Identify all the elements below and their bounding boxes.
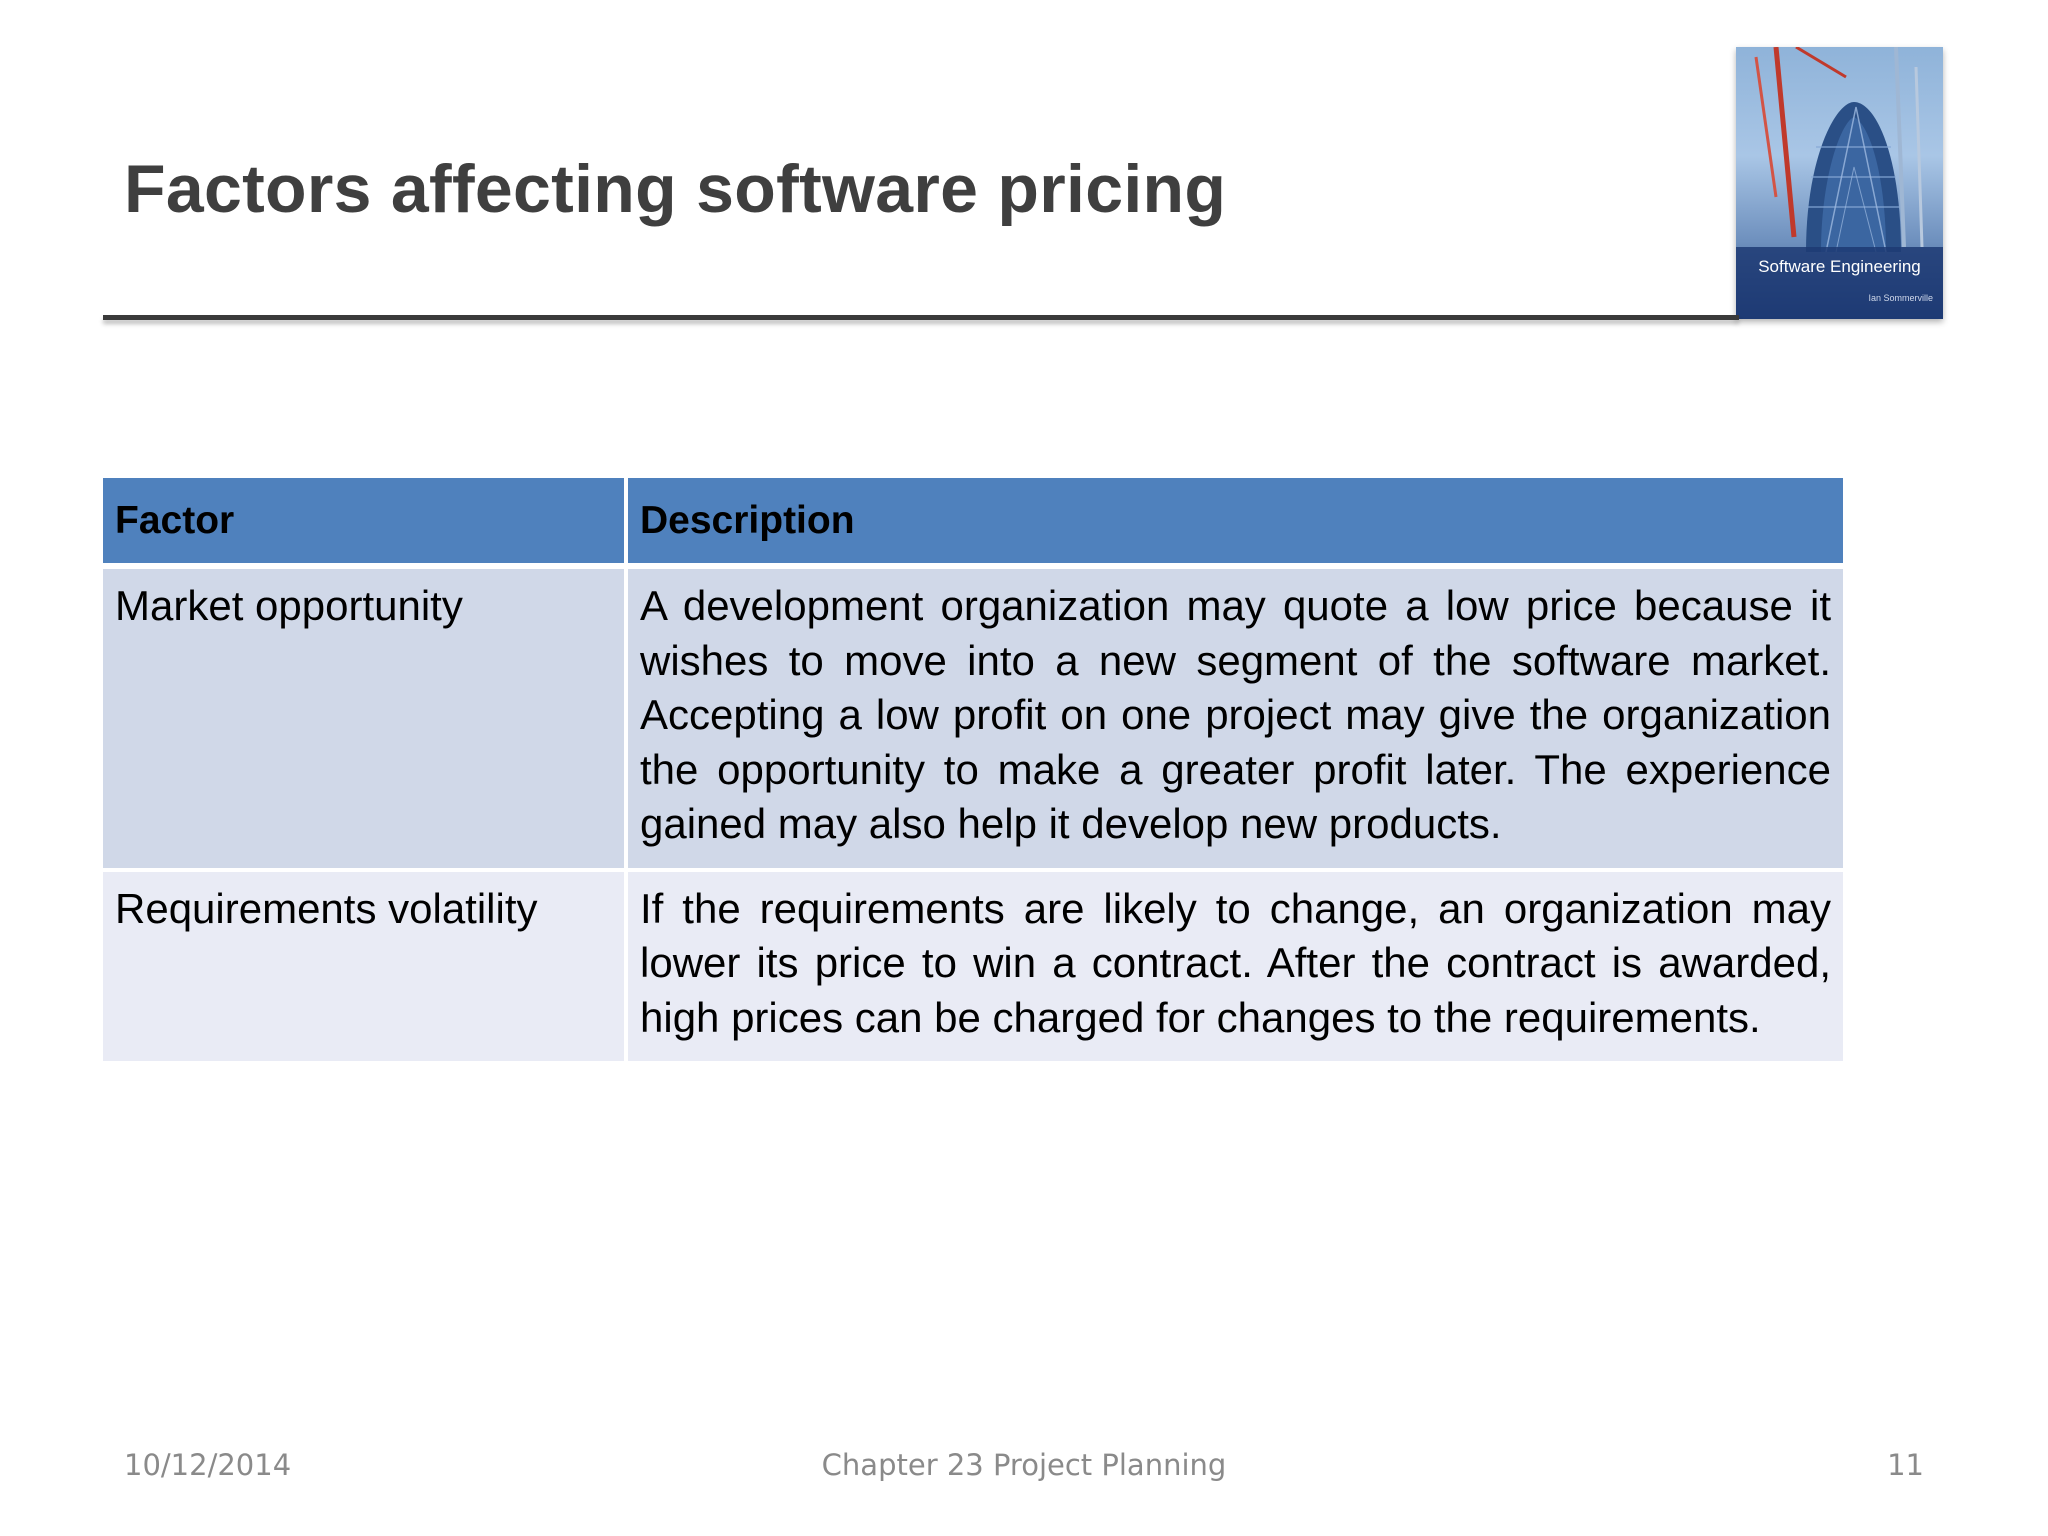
table-row: Requirements volatility If the requireme… [103,869,1843,1061]
book-cover-author: Ian Sommerville [1868,293,1933,303]
factor-cell: Market opportunity [103,566,626,872]
book-cover-title: Software Engineering [1758,257,1921,276]
table-row: Market opportunity A development organiz… [103,566,1843,872]
pricing-factors-table: Factor Description Market opportunity A … [103,478,1843,1061]
slide-title: Factors affecting software pricing [124,151,1227,227]
header-description: Description [624,478,1843,569]
footer-chapter: Chapter 23 Project Planning [821,1448,1227,1482]
footer-page-number: 11 [1887,1448,1924,1482]
description-cell: If the requirements are likely to change… [624,869,1843,1061]
book-cover-image: Software Engineering Ian Sommerville [1736,47,1943,319]
book-cover-illustration [1736,47,1943,319]
table-header-row: Factor Description [103,478,1843,569]
factor-cell: Requirements volatility [103,869,626,1061]
footer-date: 10/12/2014 [124,1448,292,1482]
title-divider [103,315,1739,320]
header-factor: Factor [103,478,626,569]
description-cell: A development organization may quote a l… [624,566,1843,872]
